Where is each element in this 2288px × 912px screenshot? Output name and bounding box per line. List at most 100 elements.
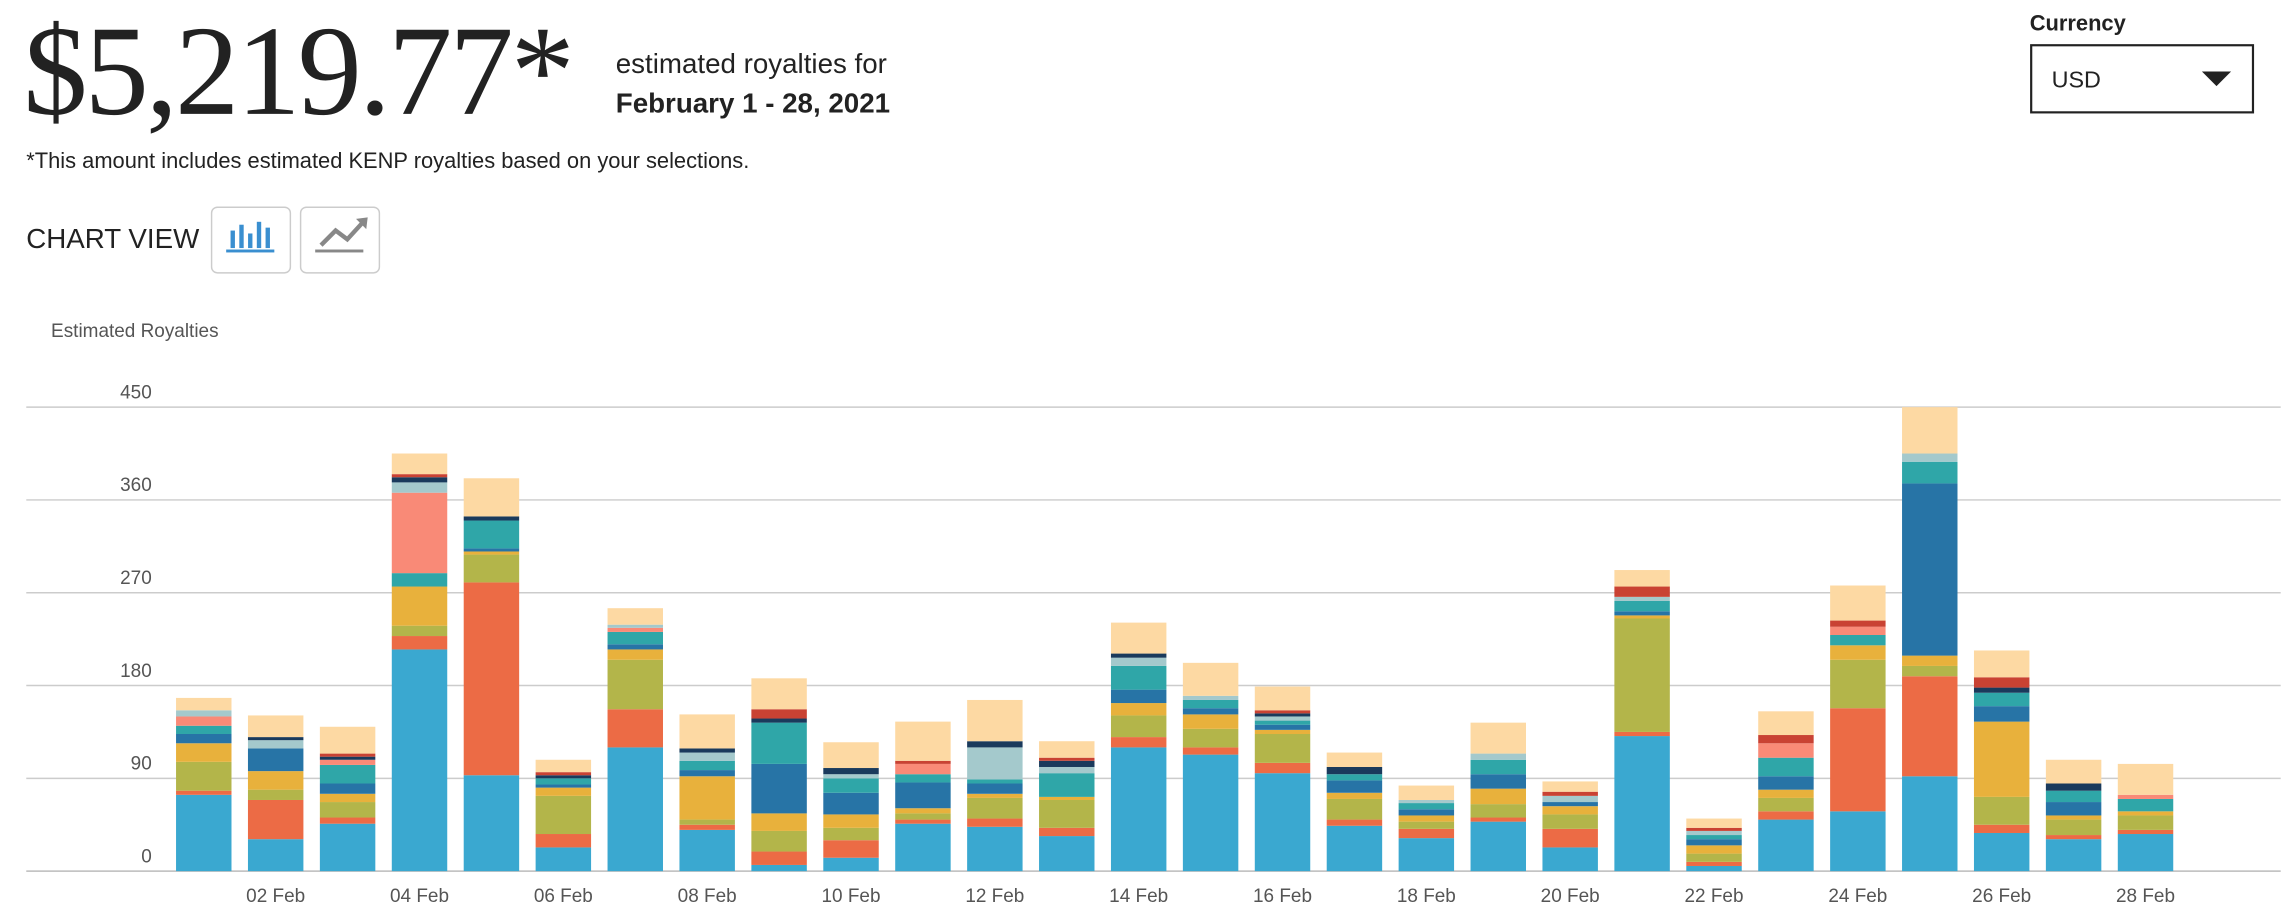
bar-segment bbox=[895, 721, 951, 761]
bar-segment bbox=[1758, 789, 1814, 798]
bar-segment bbox=[679, 824, 735, 830]
bar-segment bbox=[607, 608, 663, 625]
bar-segment bbox=[1902, 665, 1958, 677]
bar-segment bbox=[176, 794, 232, 872]
bar-view-button[interactable] bbox=[210, 206, 292, 274]
bar-segment bbox=[679, 776, 735, 820]
bar-segment bbox=[1326, 825, 1383, 872]
bar-segment bbox=[1830, 585, 1886, 621]
bar-segment bbox=[176, 790, 232, 795]
bar-segment bbox=[319, 783, 376, 794]
bar-segment bbox=[1326, 798, 1383, 820]
bar-segment bbox=[1254, 713, 1311, 717]
bar-segment bbox=[1973, 677, 2030, 688]
bar-segment bbox=[1686, 853, 1742, 862]
bar-segment bbox=[2045, 819, 2102, 836]
bar-segment bbox=[1110, 653, 1167, 658]
currency-select[interactable]: USD bbox=[2030, 44, 2255, 114]
bar-segment bbox=[535, 787, 592, 796]
bar-segment bbox=[679, 748, 735, 753]
bar-segment bbox=[1686, 839, 1742, 846]
y-tick-label: 90 bbox=[131, 754, 152, 775]
bar-segment bbox=[2045, 783, 2102, 791]
bar-segment bbox=[463, 551, 520, 555]
bar-segment bbox=[2045, 790, 2102, 803]
bar-segment bbox=[1902, 483, 1958, 656]
bar-segment bbox=[751, 718, 807, 723]
bar-segment bbox=[751, 830, 807, 852]
bar-segment bbox=[1254, 720, 1311, 725]
bar-segment bbox=[679, 752, 735, 761]
bar-segment bbox=[535, 795, 592, 835]
bar-segment bbox=[1902, 407, 1958, 454]
bar-segment bbox=[1326, 792, 1383, 799]
x-tick-label: 20 Feb bbox=[1541, 886, 1600, 907]
bar-segment bbox=[967, 797, 1023, 819]
bar-segment bbox=[1902, 776, 1958, 872]
bar-segment bbox=[176, 716, 232, 726]
bar-segment bbox=[1830, 626, 1886, 636]
y-tick-label: 270 bbox=[120, 568, 152, 589]
bar-segment bbox=[535, 759, 592, 773]
bar-segment bbox=[1110, 689, 1167, 704]
bar-segment bbox=[1542, 806, 1598, 815]
bar-segment bbox=[391, 586, 448, 626]
bar-segment bbox=[463, 520, 520, 549]
x-tick-label: 10 Feb bbox=[822, 886, 881, 907]
bar-segment bbox=[535, 847, 592, 872]
bar-segment bbox=[1326, 766, 1383, 775]
x-tick-label: 02 Feb bbox=[246, 886, 305, 907]
y-tick-label: 450 bbox=[120, 382, 152, 403]
bar-segment bbox=[1902, 453, 1958, 462]
bar-segment bbox=[535, 834, 592, 848]
x-tick-label: 24 Feb bbox=[1828, 886, 1887, 907]
bar-segment bbox=[607, 644, 663, 650]
bar-segment bbox=[1973, 687, 2030, 693]
bar-segment bbox=[319, 753, 376, 757]
bar-segment bbox=[1542, 795, 1598, 803]
bar-segment bbox=[1182, 747, 1239, 755]
bar-segment bbox=[967, 747, 1023, 780]
bar-segment bbox=[1973, 796, 2030, 825]
bar-segment bbox=[1686, 865, 1742, 872]
bar-segment bbox=[247, 737, 304, 741]
currency-value: USD bbox=[2052, 67, 2101, 93]
bar-segment bbox=[1254, 724, 1311, 730]
bar-segment bbox=[1470, 759, 1526, 775]
bar-segment bbox=[535, 772, 592, 776]
amount-caption: estimated royalties for bbox=[616, 48, 887, 79]
bar-segment bbox=[1326, 819, 1383, 826]
bar-segment bbox=[607, 659, 663, 710]
bar-segment bbox=[967, 826, 1023, 872]
bar-segment bbox=[1902, 461, 1958, 484]
bar-segment bbox=[247, 771, 304, 790]
line-view-button[interactable] bbox=[299, 206, 381, 274]
bar-segment bbox=[1614, 611, 1670, 616]
bar-segment bbox=[1973, 650, 2030, 678]
bar-segment bbox=[2045, 815, 2102, 820]
bar-segment bbox=[1398, 815, 1455, 822]
bar-segment bbox=[2117, 763, 2174, 795]
bar-segment bbox=[1470, 804, 1526, 818]
bar-segment bbox=[1398, 821, 1455, 829]
bar-segment bbox=[176, 725, 232, 734]
bar-segment bbox=[607, 627, 663, 632]
bar-segment bbox=[607, 709, 663, 748]
bar-segment bbox=[2045, 759, 2102, 784]
bar-segment bbox=[1542, 791, 1598, 796]
bar-segment bbox=[2045, 839, 2102, 872]
bar-segment bbox=[1614, 596, 1670, 601]
bar-segment bbox=[1254, 733, 1311, 763]
bar-segment bbox=[1686, 861, 1742, 866]
bar-segment bbox=[1039, 773, 1095, 797]
bar-segment bbox=[1614, 570, 1670, 587]
bar-segment bbox=[463, 775, 520, 872]
bar-segment bbox=[2117, 815, 2174, 830]
bar-segment bbox=[1614, 736, 1670, 872]
bar-segment bbox=[751, 722, 807, 764]
bar-segment bbox=[319, 726, 376, 754]
bar-segment bbox=[1830, 635, 1886, 646]
bar-segment bbox=[1614, 615, 1670, 619]
bar-segment bbox=[1182, 695, 1239, 700]
